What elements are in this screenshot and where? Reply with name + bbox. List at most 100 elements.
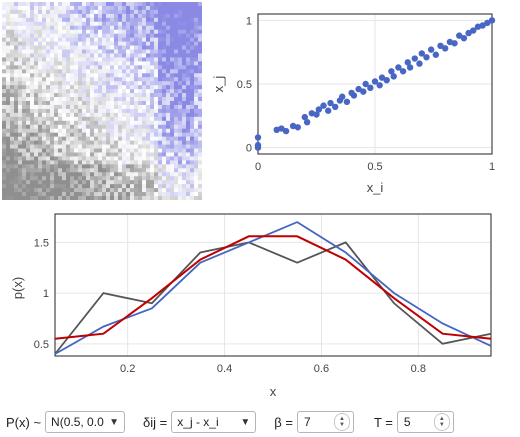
heatmap-cell: [22, 93, 27, 98]
heatmap-cell: [34, 25, 39, 31]
heatmap-cell: [62, 188, 67, 193]
heatmap-cell: [46, 21, 51, 27]
heatmap-cell: [10, 172, 15, 177]
heatmap-cell: [82, 140, 87, 145]
heatmap-cell: [46, 33, 51, 39]
heatmap-cell: [162, 69, 167, 74]
heatmap-cell: [182, 120, 187, 126]
heatmap-cell: [26, 140, 31, 145]
heatmap-cell: [134, 152, 139, 157]
heatmap-cell: [54, 168, 59, 173]
heatmap-cell: [10, 13, 15, 19]
heatmap-cell: [186, 13, 191, 19]
heatmap-cell: [22, 172, 27, 177]
heatmap-cell: [102, 33, 107, 39]
heatmap-cell: [46, 184, 51, 189]
heatmap-cell: [138, 192, 143, 197]
heatmap-cell: [42, 5, 47, 11]
heatmap-cell: [150, 29, 155, 35]
heatmap-cell: [114, 132, 119, 138]
heatmap-cell: [158, 53, 163, 58]
heatmap-cell: [26, 61, 31, 66]
heatmap-cell: [150, 17, 155, 23]
heatmap-cell: [98, 25, 103, 31]
heatmap-cell: [154, 25, 159, 31]
heatmap-cell: [198, 156, 202, 161]
heatmap-cell: [146, 57, 151, 62]
heatmap-cell: [146, 21, 151, 27]
heatmap-cell: [186, 172, 191, 177]
heatmap-cell: [34, 140, 39, 145]
heatmap-cell: [162, 29, 167, 35]
spin-down-icon[interactable]: ▼: [338, 422, 345, 428]
heatmap-cell: [22, 97, 27, 102]
heatmap-cell: [150, 116, 155, 122]
spin-up-icon[interactable]: ▲: [438, 416, 445, 422]
heatmap-cell: [186, 180, 191, 185]
heatmap-cell: [134, 21, 139, 27]
heatmap-cell: [58, 156, 63, 161]
t-spinner[interactable]: ▲ ▼: [433, 413, 450, 431]
heatmap-cell: [94, 124, 99, 130]
heatmap-cell: [162, 176, 167, 181]
heatmap-cell: [62, 33, 67, 39]
heatmap-cell: [102, 192, 107, 197]
heatmap-cell: [14, 120, 19, 126]
heatmap-cell: [194, 128, 199, 134]
heatmap-cell: [170, 81, 175, 86]
heatmap-cell: [10, 93, 15, 98]
heatmap-cell: [178, 132, 183, 138]
heatmap-cell: [26, 148, 31, 153]
heatmap-cell: [10, 33, 15, 39]
heatmap-cell: [174, 57, 179, 62]
heatmap-cell: [194, 184, 199, 189]
heatmap-cell: [66, 172, 71, 177]
heatmap-cell: [10, 156, 15, 161]
heatmap-cell: [122, 97, 127, 102]
heatmap-cell: [126, 172, 131, 177]
delta-select[interactable]: x_j - x_i ▼: [171, 411, 257, 433]
scatter-point: [327, 99, 334, 107]
heatmap-cell: [162, 148, 167, 153]
heatmap-cell: [150, 140, 155, 145]
heatmap-cell: [102, 176, 107, 181]
heatmap-cell: [118, 156, 123, 161]
heatmap-cell: [102, 124, 107, 130]
heatmap-cell: [162, 116, 167, 122]
heatmap-cell: [90, 132, 95, 138]
heatmap-cell: [2, 176, 7, 181]
heatmap-cell: [70, 184, 75, 189]
heatmap-cell: [94, 45, 99, 50]
heatmap-cell: [46, 148, 51, 153]
heatmap-cell: [18, 172, 23, 177]
distribution-select[interactable]: N(0.5, 0.0 ▼: [45, 411, 126, 433]
heatmap-cell: [142, 180, 147, 185]
spin-up-icon[interactable]: ▲: [338, 416, 345, 422]
heatmap-cell: [38, 112, 43, 118]
heatmap-cell: [82, 120, 87, 126]
heatmap-cell: [154, 57, 159, 62]
heatmap-cell: [10, 45, 15, 50]
heatmap-cell: [186, 148, 191, 153]
heatmap-cell: [194, 104, 199, 110]
heatmap-cell: [166, 124, 171, 130]
heatmap-cell: [194, 112, 199, 118]
heatmap-cell: [198, 45, 202, 50]
t-input[interactable]: 5 ▲ ▼: [396, 411, 454, 433]
heatmap-cell: [34, 144, 39, 149]
heatmap-cell: [30, 25, 35, 31]
heatmap-cell: [170, 93, 175, 98]
beta-spinner[interactable]: ▲ ▼: [333, 413, 350, 431]
spin-down-icon[interactable]: ▼: [438, 422, 445, 428]
heatmap-cell: [30, 152, 35, 157]
heatmap-cell: [154, 184, 159, 189]
heatmap-cell: [106, 172, 111, 177]
beta-input[interactable]: 7 ▲ ▼: [296, 411, 354, 433]
heatmap-cell: [126, 196, 131, 200]
heatmap-cell: [142, 65, 147, 70]
heatmap-cell: [58, 180, 63, 185]
heatmap-cell: [198, 81, 202, 86]
heatmap-cell: [114, 160, 119, 165]
heatmap-cell: [62, 104, 67, 110]
heatmap-cell: [194, 108, 199, 114]
